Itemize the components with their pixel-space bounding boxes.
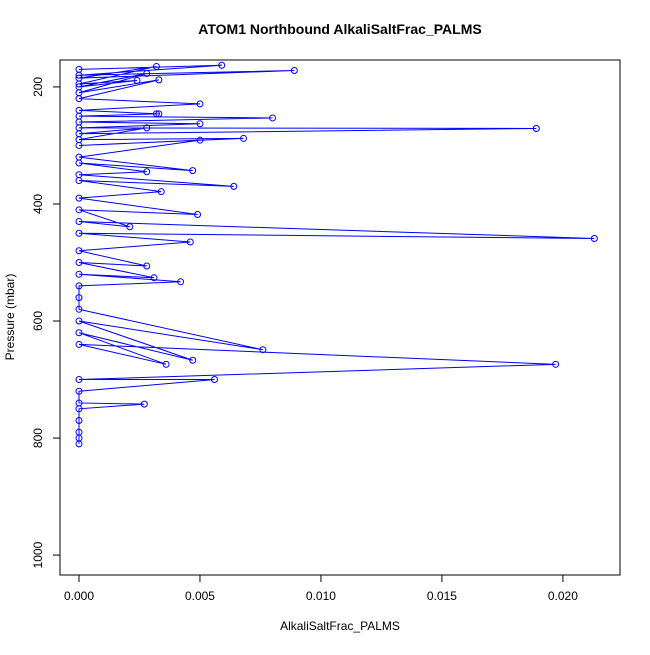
y-tick-label: 1000 bbox=[31, 541, 45, 568]
x-tick-label: 0.020 bbox=[548, 589, 578, 603]
data-point bbox=[196, 100, 204, 108]
x-axis-label: AlkaliSaltFrac_PALMS bbox=[280, 619, 400, 633]
data-point bbox=[75, 71, 83, 79]
data-line bbox=[78, 64, 595, 444]
plot-frame bbox=[59, 59, 621, 576]
data-point bbox=[269, 114, 277, 122]
data-point bbox=[75, 294, 83, 302]
x-tick-label: 0.010 bbox=[306, 589, 336, 603]
data-point bbox=[75, 258, 83, 266]
y-tick-label: 400 bbox=[31, 194, 45, 214]
x-tick-label: 0.015 bbox=[427, 589, 457, 603]
data-point bbox=[143, 168, 151, 176]
data-point bbox=[75, 218, 83, 226]
data-point bbox=[75, 282, 83, 290]
data-point bbox=[75, 177, 83, 185]
data-point bbox=[152, 62, 160, 70]
data-point bbox=[532, 124, 540, 132]
data-point bbox=[210, 376, 218, 384]
data-point bbox=[143, 69, 151, 77]
data-point bbox=[590, 234, 598, 242]
data-point bbox=[150, 274, 158, 282]
x-tick-label: 0.000 bbox=[64, 589, 94, 603]
data-point bbox=[194, 211, 202, 218]
data-point bbox=[75, 417, 83, 424]
data-point bbox=[240, 134, 248, 142]
data-point bbox=[75, 194, 83, 202]
data-point bbox=[143, 124, 151, 132]
data-point bbox=[290, 67, 298, 75]
data-point bbox=[189, 356, 197, 364]
data-point bbox=[75, 329, 83, 337]
data-point bbox=[75, 317, 83, 325]
data-point bbox=[162, 360, 170, 368]
data-point bbox=[75, 95, 83, 103]
y-tick-label: 200 bbox=[31, 77, 45, 97]
data-point bbox=[186, 238, 194, 246]
data-point bbox=[155, 110, 163, 118]
data-point bbox=[75, 340, 83, 348]
data-point bbox=[157, 188, 165, 196]
data-point bbox=[259, 346, 267, 354]
data-point bbox=[75, 387, 83, 395]
data-point bbox=[189, 167, 197, 175]
data-point bbox=[75, 376, 83, 384]
data-point bbox=[75, 229, 83, 237]
data-point bbox=[75, 247, 83, 255]
chart-title: ATOM1 Northbound AlkaliSaltFrac_PALMS bbox=[198, 21, 481, 37]
data-point bbox=[75, 305, 83, 313]
data-point bbox=[140, 400, 148, 408]
data-point bbox=[75, 80, 83, 88]
data-point bbox=[75, 141, 83, 149]
data-point bbox=[143, 262, 151, 270]
data-point bbox=[126, 223, 134, 231]
x-tick-label: 0.005 bbox=[185, 589, 215, 603]
data-point bbox=[75, 440, 83, 448]
data-point bbox=[75, 159, 83, 167]
data-point bbox=[152, 110, 160, 118]
data-point bbox=[75, 270, 83, 278]
data-point bbox=[196, 136, 204, 144]
data-point bbox=[552, 360, 560, 368]
y-axis-label: Pressure (mbar) bbox=[3, 274, 17, 361]
data-point bbox=[177, 278, 185, 286]
data-point bbox=[133, 76, 141, 84]
data-point bbox=[218, 61, 226, 69]
y-tick-label: 800 bbox=[31, 428, 45, 448]
data-point bbox=[230, 182, 238, 190]
data-point bbox=[75, 405, 83, 413]
y-tick-label: 600 bbox=[31, 311, 45, 331]
data-point bbox=[75, 206, 83, 214]
data-point bbox=[196, 120, 204, 128]
data-point bbox=[155, 76, 163, 84]
